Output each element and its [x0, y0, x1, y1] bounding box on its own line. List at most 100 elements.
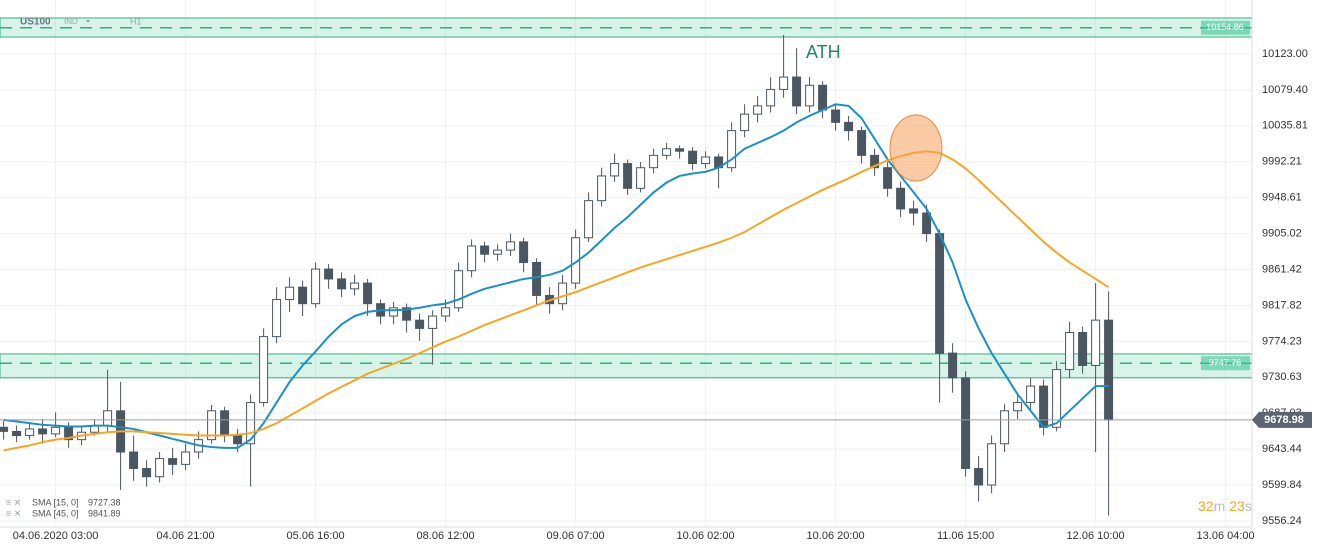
zones	[0, 17, 1253, 379]
y-tick-label: 9861.42	[1262, 263, 1302, 275]
sma-line	[3, 103, 1109, 449]
candle-body	[350, 282, 360, 290]
candle-body	[1091, 319, 1101, 366]
candle-body	[389, 307, 399, 317]
zone-label-bg	[1201, 20, 1250, 35]
candle-body	[948, 352, 958, 379]
candle-body	[454, 270, 464, 309]
candle-body	[870, 154, 880, 169]
x-tick-label: 10.06 02:00	[677, 530, 735, 542]
candle-body	[896, 187, 906, 210]
candle-body	[792, 76, 802, 107]
y-tick-label: 9556.24	[1262, 515, 1302, 527]
timeframe[interactable]: H1	[130, 16, 142, 26]
axes: 10123.00 10079.40 10035.81 9992.21 9948.61 99…	[13, 20, 1312, 542]
y-tick-label: 9905.02	[1262, 228, 1302, 240]
candle-body	[961, 377, 971, 469]
candle-body	[441, 307, 451, 317]
candle-body	[519, 241, 529, 263]
legend-label: SMA [15, 0]	[32, 497, 79, 507]
x-tick-label: 13.06 04:00	[1197, 530, 1255, 542]
zone-label: 9747.76	[1209, 358, 1242, 368]
candle-body	[493, 249, 503, 255]
candle-body	[25, 428, 35, 437]
x-tick-label: 09.06 07:00	[547, 530, 605, 542]
candle-body	[636, 167, 646, 189]
instrument-class[interactable]: IND	[64, 17, 78, 26]
y-tick-label: 9992.21	[1262, 156, 1302, 168]
candle-body	[0, 426, 9, 432]
legend-icon: ≡ ✕	[6, 508, 21, 518]
candle-body	[402, 307, 412, 321]
legend-label: SMA [45, 0]	[32, 508, 79, 518]
legend-value: 9841.89	[88, 508, 121, 518]
candle-body	[181, 451, 191, 465]
candle-body	[1039, 385, 1049, 428]
zone	[0, 353, 1253, 379]
candle-body	[155, 458, 165, 478]
y-tick-label: 9599.84	[1262, 479, 1302, 491]
candle-body	[623, 163, 633, 189]
candle-body	[831, 109, 841, 123]
candle-body	[1078, 332, 1088, 366]
symbol[interactable]: US100	[20, 17, 51, 28]
candle-body	[818, 84, 828, 111]
candle-body	[324, 268, 334, 280]
annotation: ATH	[806, 42, 841, 62]
candle-body	[597, 175, 607, 202]
candle-body	[1013, 402, 1023, 412]
candle-body	[779, 76, 789, 90]
candle-body	[532, 261, 542, 296]
candle-body	[675, 148, 685, 152]
candle-body	[909, 208, 919, 214]
y-tick-label: 10123.00	[1262, 48, 1308, 60]
candle-body	[974, 467, 984, 486]
candle-body	[363, 282, 373, 305]
legend: ≡ ✕ SMA [15, 0] 9727.38 ≡ ✕ SMA [45, 0] 9841.…	[6, 497, 121, 518]
candle-body	[987, 443, 997, 486]
candle-body	[610, 163, 620, 177]
x-tick-label: 10.06 20:00	[807, 530, 865, 542]
current-price-label-bg	[1252, 411, 1312, 428]
candle-body	[584, 200, 594, 239]
candle-body	[51, 426, 61, 435]
candle-body	[558, 282, 568, 305]
candle-body	[259, 336, 269, 404]
zone-label: 10154.86	[1206, 22, 1244, 32]
candle-body	[1026, 385, 1036, 404]
y-tick-label: 9774.23	[1262, 335, 1302, 347]
candle-body	[233, 435, 243, 445]
candle-body	[168, 458, 178, 465]
legend-icon: ≡ ✕	[6, 497, 21, 507]
candle-body	[701, 156, 711, 165]
candle-body	[103, 410, 113, 427]
candle-body	[207, 410, 217, 441]
candle-body	[142, 467, 152, 478]
candle-body	[662, 148, 672, 156]
candle-body	[12, 430, 22, 437]
candle-body	[805, 84, 815, 107]
candle-body	[649, 154, 659, 169]
candle-body	[766, 88, 776, 107]
y-tick-label: 9730.63	[1262, 371, 1302, 383]
candle-body	[1104, 319, 1114, 421]
x-tick-label: 04.06 21:00	[157, 530, 215, 542]
candle-body	[38, 428, 48, 435]
y-tick-label: 10079.40	[1262, 84, 1308, 96]
candle-body	[246, 402, 256, 445]
candle-body	[753, 105, 763, 115]
candle-body	[272, 299, 282, 338]
countdown-minutes: 32	[1198, 498, 1214, 514]
current-price-label: 9678.98	[1264, 414, 1304, 426]
candle-body	[337, 278, 347, 290]
legend-value: 9727.38	[88, 497, 121, 507]
y-tick-label: 9643.44	[1262, 443, 1302, 455]
candle-body	[727, 130, 737, 169]
x-tick-label: 04.06.2020 03:00	[13, 530, 99, 542]
candle-body	[1065, 332, 1075, 371]
y-tick-label: 9948.61	[1262, 192, 1302, 204]
candle-body	[935, 233, 945, 354]
dropdown-icon[interactable]	[86, 20, 90, 23]
x-tick-label: 11.06 15:00	[937, 530, 994, 542]
